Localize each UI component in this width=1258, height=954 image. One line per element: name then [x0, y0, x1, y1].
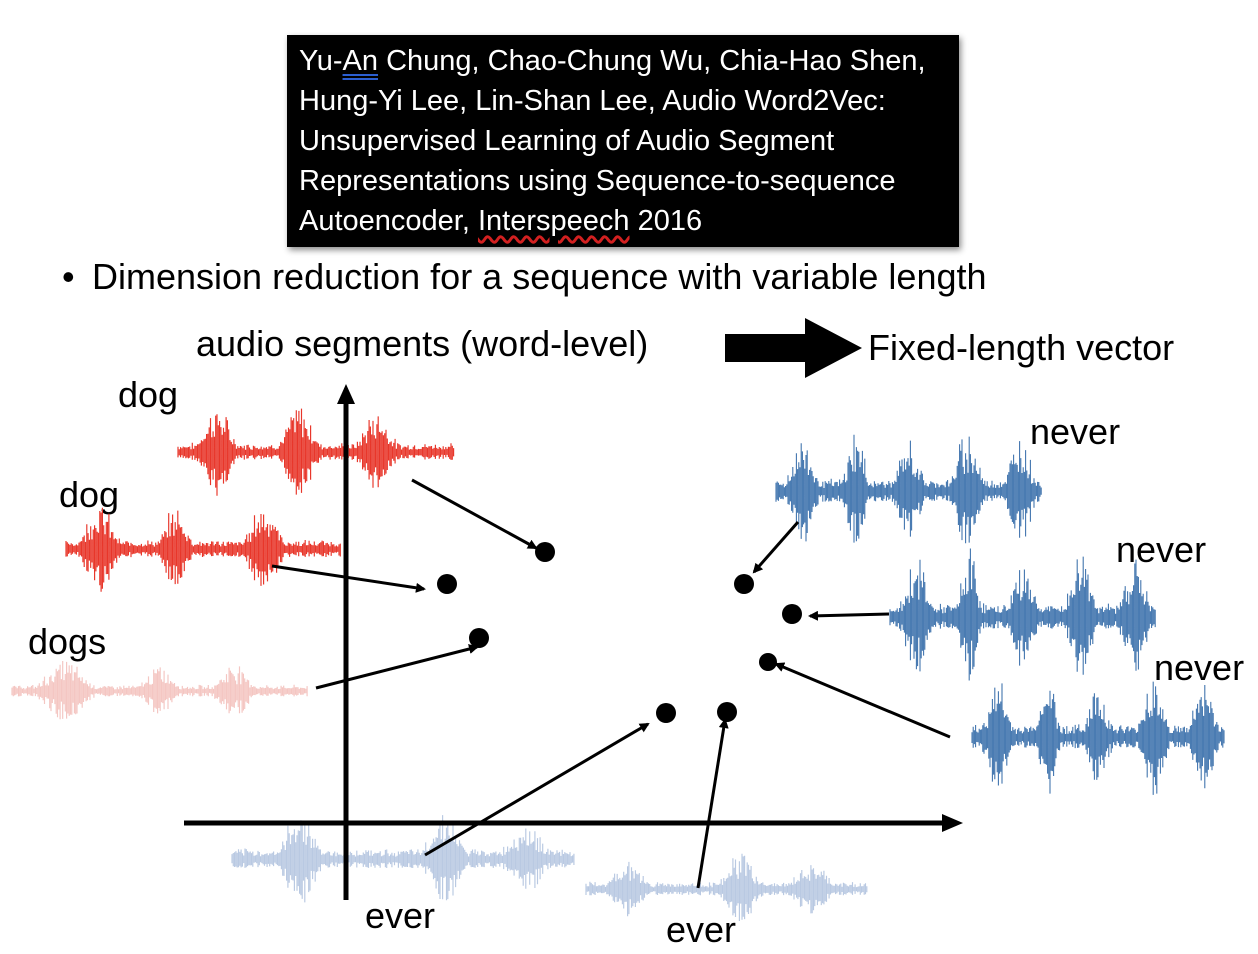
- waveform-never-1: [775, 434, 1042, 544]
- wave-never2-trace: [889, 548, 1156, 681]
- bullet-text: Dimension reduction for a sequence with …: [92, 256, 987, 297]
- author-name-underlined: An: [342, 45, 379, 77]
- arrow-ever-2: [696, 718, 729, 889]
- word-label-ever-2: ever: [666, 909, 737, 950]
- y-axis-arrowhead: [337, 384, 355, 404]
- citation-box: Yu-An Chung, Chao-Chung Wu, Chia-Hao She…: [287, 35, 959, 247]
- wave-dog2-trace: [65, 507, 341, 592]
- word-label-never-3: never: [1154, 647, 1245, 688]
- embedding-point-never-3: [759, 653, 777, 671]
- arrow-ever-1: [424, 722, 650, 857]
- waveform-dog-1: [177, 408, 455, 496]
- waveform-dogs: [11, 661, 308, 720]
- bullet-point: • Dimension reduction for a sequence with…: [62, 256, 987, 298]
- wave-dog1-trace: [177, 408, 455, 496]
- arrow-dog-2: [271, 564, 426, 593]
- target-label: Fixed-length vector: [868, 327, 1175, 368]
- wave-ever2-trace: [585, 853, 868, 921]
- venue-name-underlined: Interspeech: [477, 205, 630, 237]
- embedding-point-never-2: [782, 604, 802, 624]
- word-label-dog-2: dog: [59, 474, 120, 515]
- arrow-dogs: [315, 644, 479, 690]
- wave-dogs-trace: [11, 661, 308, 720]
- mapping-arrow: [725, 318, 862, 378]
- word-label-dog-1: dog: [118, 374, 179, 415]
- embedding-point-dog-2: [437, 574, 457, 594]
- word-label-ever-1: ever: [365, 895, 436, 936]
- waveform-never-3: [971, 681, 1225, 795]
- source-label: audio segments (word-level): [196, 323, 649, 364]
- bullet-symbol: •: [62, 256, 75, 297]
- waveform-never-2: [889, 548, 1156, 681]
- wave-never3-trace: [971, 681, 1225, 795]
- arrow-dog-1: [411, 478, 538, 550]
- embedding-point-dogs: [469, 628, 489, 648]
- embedding-point-ever-2: [717, 702, 737, 722]
- arrow-never-2: [808, 610, 890, 621]
- arrow-never-3: [774, 662, 951, 739]
- x-axis-arrowhead: [942, 814, 963, 832]
- embedding-point-dog-1: [535, 542, 555, 562]
- arrow-never-1: [752, 521, 800, 574]
- citation-line-1: Yu-An Chung, Chao-Chung Wu, Chia-Hao She…: [299, 45, 926, 77]
- word-label-dogs: dogs: [28, 621, 107, 662]
- word-label-never-2: never: [1116, 529, 1207, 570]
- citation-line-5: Autoencoder, Interspeech 2016: [299, 205, 703, 237]
- embedding-point-ever-1: [656, 703, 676, 723]
- waveform-ever-1: [231, 815, 575, 903]
- waveform-dog-2: [65, 507, 341, 592]
- citation-line-3: Unsupervised Learning of Audio Segment: [299, 125, 835, 157]
- wave-never1-trace: [775, 434, 1042, 544]
- embedding-point-never-1: [734, 574, 754, 594]
- wave-ever1-trace: [231, 815, 575, 903]
- citation-line-2: Hung-Yi Lee, Lin-Shan Lee, Audio Word2Ve…: [299, 85, 886, 117]
- waveform-ever-2: [585, 853, 868, 921]
- word-label-never-1: never: [1030, 411, 1121, 452]
- citation-line-4: Representations using Sequence-to-sequen…: [299, 165, 896, 197]
